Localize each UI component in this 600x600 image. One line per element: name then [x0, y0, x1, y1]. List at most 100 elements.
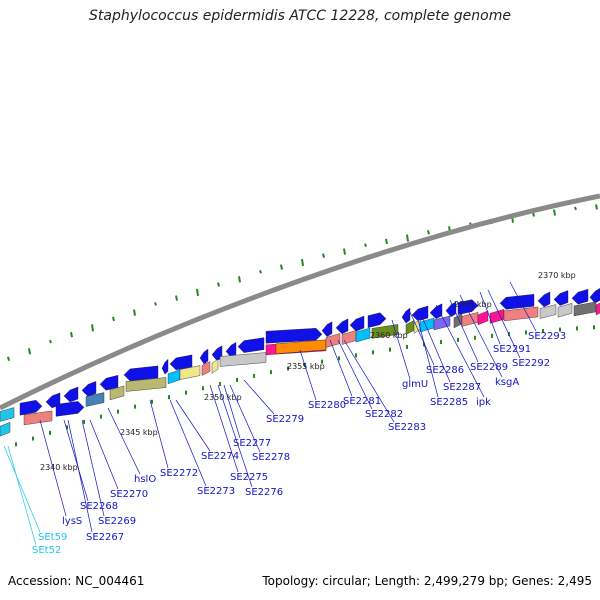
genome-title: Staphylococcus epidermidis ATCC 12228, c… [88, 8, 511, 24]
gene-label-SE2281: SE2281 [343, 396, 381, 407]
gene-arrow [321, 321, 333, 337]
gene-block [167, 369, 181, 385]
leader-line [415, 311, 439, 398]
gene-block [557, 302, 573, 318]
gene-block [419, 317, 435, 333]
gc-tick [238, 276, 241, 283]
scale-label-2350: 2350 kbp [204, 393, 242, 402]
gc-tick [259, 269, 262, 274]
leader-line [343, 339, 395, 423]
scale-labels: 2340 kbp 2345 kbp 2350 kbp 2355 kbp 2360… [40, 271, 576, 472]
gene-label-SE2268: SE2268 [80, 501, 118, 512]
gene-block [453, 313, 463, 329]
gc-tick [322, 253, 325, 258]
gene-block [219, 352, 267, 367]
gene-arrow [123, 365, 159, 382]
gc-tick [175, 295, 178, 301]
gene-arrow [335, 318, 349, 335]
leader-line [175, 399, 211, 452]
gene-block [275, 339, 327, 355]
gc-tick [280, 264, 283, 270]
gc-tick [427, 230, 430, 235]
gene-label-SEt52: SEt52 [32, 545, 61, 556]
gene-labels: SEt59 SEt52 lysS SE2268 SE2267 SE2269 SE… [32, 331, 566, 556]
gene-block [477, 310, 489, 326]
gc-tick [70, 331, 73, 338]
gc-tick [574, 206, 577, 211]
gene-label-SE2283: SE2283 [388, 422, 426, 433]
gc-tick [385, 238, 388, 245]
gene-block [371, 324, 399, 339]
leader-line [107, 407, 141, 475]
leader-line [209, 384, 239, 473]
backbone-line [0, 193, 600, 411]
gene-arrow [411, 305, 429, 322]
leader-lines [3, 281, 537, 546]
scale-label-2340: 2340 kbp [40, 463, 78, 472]
gene-label-SE2289: SE2289 [470, 362, 508, 373]
gene-arrow [571, 288, 589, 305]
leader-line [169, 399, 207, 487]
leader-line [419, 311, 451, 383]
gene-arrow [99, 375, 119, 391]
gene-arrow [63, 386, 79, 403]
gene-arrow [367, 312, 387, 328]
scale-label-2355: 2355 kbp [287, 362, 325, 371]
gene-arrow [553, 290, 569, 306]
gene-label-SE2279: SE2279 [266, 414, 304, 425]
leader-line [337, 339, 373, 410]
gc-tick [7, 356, 10, 361]
leader-line [329, 339, 353, 397]
gc-tick [49, 339, 52, 344]
gene-label-SE2278: SE2278 [252, 452, 290, 463]
gene-arrow [589, 288, 600, 304]
gene-block [433, 315, 451, 331]
gene-block [489, 309, 505, 324]
gene-block [595, 302, 600, 316]
scale-ticks [15, 325, 595, 447]
gene-block [23, 410, 53, 426]
gene-arrow [199, 348, 209, 365]
leader-line [409, 311, 435, 366]
gene-label-SE2286: SE2286 [426, 365, 464, 376]
gene-block [85, 392, 105, 407]
leader-line [217, 384, 253, 488]
leader-line [479, 291, 501, 345]
leader-line [509, 281, 537, 332]
leader-line [223, 384, 241, 439]
gene-arrow [169, 354, 193, 371]
gene-label-SE2274: SE2274 [201, 451, 239, 462]
gene-arrow [349, 315, 365, 332]
gene-block [573, 301, 597, 317]
gene-label-SE2291: SE2291 [493, 344, 531, 355]
gene-label-SE2272: SE2272 [160, 468, 198, 479]
gene-block [211, 358, 219, 374]
gene-block [55, 401, 85, 417]
gene-arrow [265, 328, 323, 344]
gc-tick [28, 348, 31, 355]
scale-label-2365: 2365 kbp [454, 300, 492, 309]
leader-line [63, 419, 89, 502]
scale-label-2345: 2345 kbp [120, 428, 158, 437]
gene-label-ksgA: ksgA [495, 377, 519, 388]
gene-label-SE2292: SE2292 [512, 358, 550, 369]
gene-block [503, 306, 539, 322]
gc-tick [364, 243, 367, 247]
gene-label-SE2282: SE2282 [365, 409, 403, 420]
gc-tick [343, 248, 346, 255]
gene-arrow [457, 299, 479, 315]
gene-label-SEt59: SEt59 [38, 532, 67, 543]
gene-block [355, 327, 371, 343]
gene-label-SE2269: SE2269 [98, 516, 136, 527]
gc-tick [133, 309, 136, 316]
gc-tick [112, 316, 115, 322]
gene-block [539, 304, 557, 319]
gene-arrow [81, 381, 97, 397]
gene-block [179, 365, 201, 380]
gene-arrow [19, 400, 43, 416]
gc-tick [217, 282, 220, 287]
leader-line [3, 445, 41, 533]
leader-line [449, 299, 479, 363]
gene-label-SE2287: SE2287 [443, 382, 481, 393]
